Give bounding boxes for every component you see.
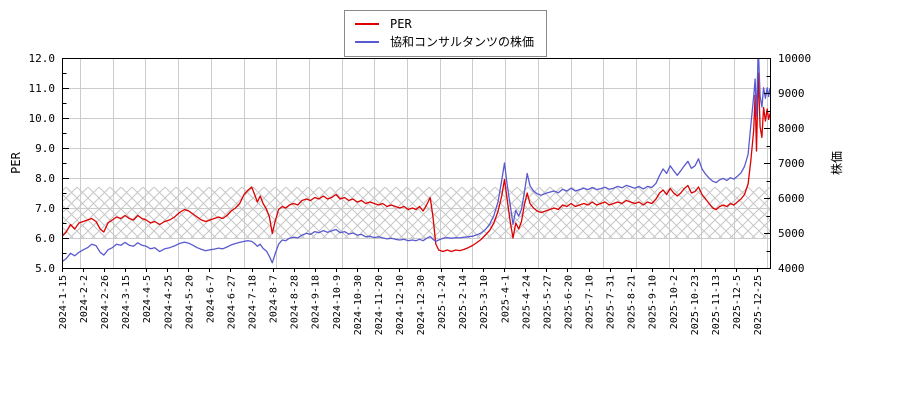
per-line [62, 72, 770, 253]
x-tick-label: 2024-3-15 [121, 275, 132, 329]
x-tick-label: 2024-9-18 [311, 275, 322, 329]
x-tick-label: 2024-7-18 [248, 275, 259, 329]
x-tick-label: 2024-12-30 [416, 275, 427, 335]
legend-label-per: PER [390, 17, 412, 31]
legend: PER 協和コンサルタンツの株価 [344, 10, 548, 57]
axis-ticks [62, 58, 770, 272]
x-tick-label: 2025-4-1 [500, 275, 511, 323]
x-tick-label: 2025-1-24 [437, 275, 448, 329]
y-left-tick-label: 7.0 [35, 202, 55, 215]
y-left-tick-label: 9.0 [35, 142, 55, 155]
x-tick-label: 2025-6-20 [563, 275, 574, 329]
plot-frame [62, 58, 771, 269]
y-right-tick-label: 8000 [778, 122, 805, 135]
x-tick-label: 2024-1-15 [58, 275, 69, 329]
y-left-tick-label: 8.0 [35, 172, 55, 185]
y-left-tick-label: 12.0 [29, 52, 56, 65]
x-tick-label: 2025-2-14 [458, 275, 469, 329]
y-left-tick-label: 10.0 [29, 112, 56, 125]
legend-label-stock-price: 協和コンサルタンツの株価 [390, 35, 535, 49]
x-tick-label: 2024-5-20 [184, 275, 195, 329]
x-tick-label: 2025-7-10 [585, 275, 596, 329]
legend-item-per: PER [355, 15, 534, 33]
per-line-swatch [355, 23, 379, 25]
y-right-tick-label: 10000 [778, 52, 811, 65]
x-tick-label: 2025-4-24 [521, 275, 532, 329]
y-right-tick-label: 6000 [778, 192, 805, 205]
x-tick-label: 2024-8-7 [269, 275, 280, 323]
x-tick-label: 2024-6-7 [205, 275, 216, 323]
legend-item-stock-price: 協和コンサルタンツの株価 [355, 33, 534, 51]
left-axis-title: PER [9, 151, 23, 173]
x-tick-label: 2025-7-31 [606, 275, 617, 329]
y-left-tick-label: 6.0 [35, 232, 55, 245]
x-tick-label: 2025-10-2 [669, 275, 680, 329]
y-right-tick-label: 4000 [778, 262, 805, 275]
y-right-tick-label: 5000 [778, 227, 805, 240]
x-tick-label: 2025-11-13 [711, 275, 722, 335]
x-tick-label: 2025-9-10 [648, 275, 659, 329]
right-axis-title: 株価 [829, 151, 844, 175]
x-tick-label: 2025-8-21 [627, 275, 638, 329]
x-tick-label: 2025-3-10 [479, 275, 490, 329]
x-tick-label: 2024-6-27 [226, 275, 237, 329]
x-tick-label: 2025-12-25 [753, 275, 764, 335]
x-tick-label: 2024-10-30 [353, 275, 364, 335]
x-tick-label: 2024-4-25 [163, 275, 174, 329]
stock-price-line [62, 58, 770, 264]
per-band-hatch [62, 187, 770, 238]
y-right-tick-label: 9000 [778, 87, 805, 100]
y-right-tick-label: 7000 [778, 157, 805, 170]
x-tick-label: 2024-2-26 [100, 275, 111, 329]
x-tick-label: 2025-10-23 [690, 275, 701, 335]
y-left-tick-label: 5.0 [35, 262, 55, 275]
x-tick-label: 2024-11-20 [374, 275, 385, 335]
x-tick-label: 2025-12-5 [732, 275, 743, 329]
y-left-tick-label: 11.0 [29, 82, 56, 95]
x-tick-label: 2024-4-5 [142, 275, 153, 323]
stock-price-line-swatch [355, 41, 379, 43]
x-tick-label: 2024-8-28 [290, 275, 301, 329]
tick-labels: 5.0 6.0 7.0 8.0 9.0 10.0 11.0 12.0 4000 5000 6000 7… [29, 52, 812, 335]
x-tick-label: 2024-10-9 [332, 275, 343, 329]
x-tick-label: 2024-12-10 [395, 275, 406, 335]
x-tick-label: 2024-2-2 [79, 275, 90, 323]
x-tick-label: 2025-5-27 [542, 275, 553, 329]
